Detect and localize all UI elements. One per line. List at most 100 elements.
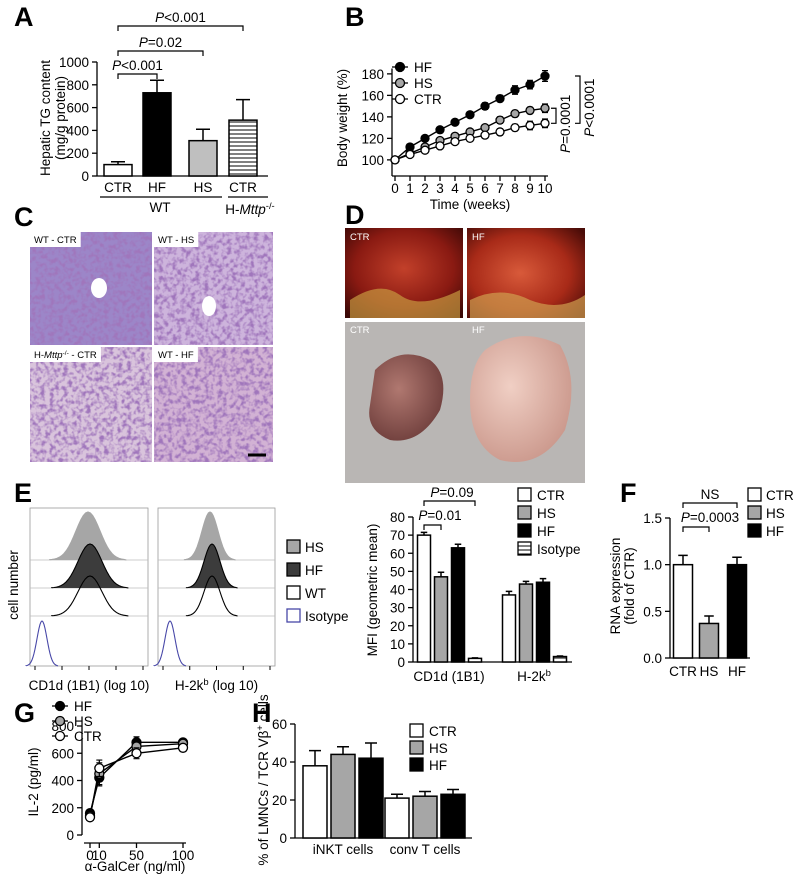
bar — [440, 793, 466, 839]
x-tick-label: 2 — [421, 181, 429, 196]
y-tick-label: 0 — [279, 831, 287, 846]
data-point — [510, 109, 520, 119]
significance-label: P=0.0003 — [681, 510, 739, 525]
y-tick-label: 0 — [397, 655, 405, 670]
y-axis-label-part: cells — [256, 694, 271, 725]
series-line — [89, 747, 184, 818]
image-label: HF — [472, 232, 485, 243]
error-bar — [196, 128, 210, 141]
x-tick-label: 1 — [406, 181, 414, 196]
legend-label: HS — [305, 540, 324, 555]
bar — [358, 757, 384, 839]
significance-label: P<0.001 — [112, 58, 163, 73]
data-point — [480, 122, 490, 133]
data-point — [510, 85, 520, 95]
y-tick-label: 0.0 — [643, 651, 662, 666]
x-tick-label-part: b — [546, 668, 551, 679]
data-point — [405, 149, 415, 160]
legend-swatch — [747, 523, 762, 538]
legend-marker — [394, 61, 406, 73]
significance-label-part: =0.01 — [427, 508, 461, 523]
bar — [330, 753, 356, 839]
x-tick-label: CTR — [669, 664, 697, 679]
y-tick-label: 400 — [51, 774, 74, 789]
y-tick-label: 50 — [390, 564, 405, 579]
legend-marker — [54, 700, 66, 712]
data-point — [131, 748, 142, 759]
image-label: WT - HF — [158, 350, 194, 361]
legend-marker — [54, 730, 66, 742]
x-tick-label: 50 — [129, 848, 144, 863]
error-bar — [732, 556, 742, 565]
histogram-curve — [185, 575, 238, 617]
error-bar — [309, 749, 321, 766]
x-tick-label: 100 — [172, 848, 195, 863]
significance-label-part: P — [112, 58, 121, 73]
histogram-curve — [185, 543, 238, 589]
bar — [302, 765, 328, 839]
significance-label-part: =0.09 — [439, 485, 473, 500]
data-point — [540, 103, 550, 113]
legend-label: HS — [766, 506, 785, 521]
significance-bracket — [423, 500, 476, 506]
legend-label: CTR — [429, 724, 457, 739]
significance-bracket — [575, 75, 581, 124]
y-tick-label: 0 — [66, 828, 74, 843]
significance-bracket — [117, 25, 244, 31]
y-tick-label: 120 — [361, 131, 384, 146]
significance-label: P=0.02 — [139, 35, 182, 50]
y-tick-label: 200 — [66, 146, 89, 161]
x-tick-label: 4 — [451, 181, 459, 196]
significance-bracket — [117, 73, 158, 79]
data-point — [94, 763, 105, 774]
legend-marker — [54, 715, 66, 727]
image-label-part: - CTR — [69, 350, 97, 361]
y-tick-label: 60 — [390, 546, 405, 561]
legend-label: HS — [74, 714, 93, 729]
legend-label: CTR — [766, 488, 794, 503]
image-label-background — [154, 347, 198, 362]
y-tick-label: 40 — [390, 583, 405, 598]
x-tick-label: CTR — [229, 180, 257, 195]
histogram-curve — [153, 620, 187, 667]
significance-label: P=0.01 — [418, 508, 461, 523]
image-label-part: Mttp — [44, 350, 62, 361]
y-tick-label: 600 — [66, 101, 89, 116]
legend-swatch — [517, 541, 532, 556]
data-point — [465, 133, 475, 144]
data-point — [435, 125, 445, 135]
data-point — [465, 110, 475, 120]
y-tick-label: 1.5 — [643, 511, 662, 526]
legend-label: WT — [305, 586, 326, 601]
panel-letter: F — [620, 478, 637, 508]
x-tick-label: H-2kb — [517, 668, 551, 685]
legend-swatch — [747, 505, 762, 520]
vessel — [91, 278, 107, 298]
data-point — [390, 155, 400, 165]
error-bar — [447, 788, 459, 795]
data-point — [480, 130, 490, 140]
legend-label: HS — [537, 506, 556, 521]
significance-label-part: <0.001 — [121, 58, 163, 73]
y-tick-label: 80 — [390, 510, 405, 525]
significance-bracket — [423, 524, 442, 530]
y-tick-label: 140 — [361, 110, 384, 125]
image-label: CTR — [350, 232, 370, 243]
bar — [228, 119, 258, 177]
x-axis-label: α-GalCer (ng/ml) — [85, 859, 186, 874]
significance-label-part: <0.0001 — [582, 79, 597, 128]
y-axis-label-part: % of LMNCs / TCR Vβ — [256, 730, 271, 865]
legend-swatch — [517, 523, 532, 538]
y-axis-label: cell number — [6, 550, 21, 620]
legend-label: HS — [414, 76, 433, 91]
y-axis-label: (fold of CTR) — [622, 547, 637, 624]
image-label: WT - HS — [158, 235, 194, 246]
x-tick-label: 10 — [537, 181, 552, 196]
y-tick-label: 20 — [390, 619, 405, 634]
y-axis-label: MFI (geometric mean) — [365, 524, 380, 657]
data-point — [525, 120, 535, 131]
significance-label-part: P — [139, 35, 148, 50]
significance-label-part: P — [558, 144, 573, 153]
data-point — [510, 122, 520, 133]
